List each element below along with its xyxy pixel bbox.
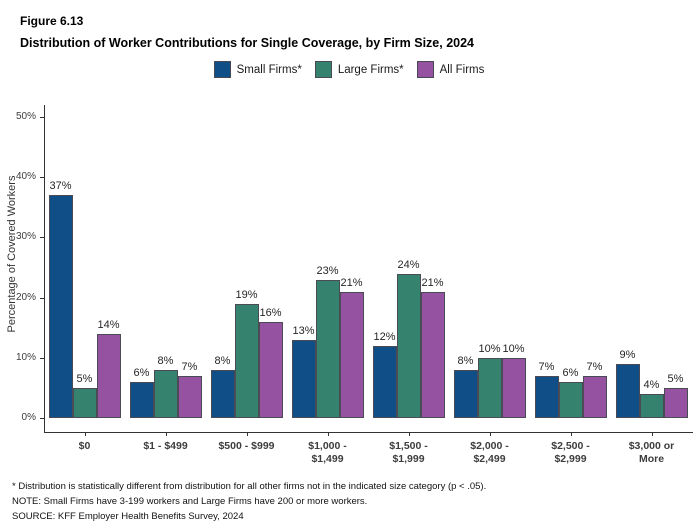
bar-value-label: 12% <box>373 330 396 343</box>
bar-value-label: 10% <box>502 342 525 355</box>
y-axis-tick <box>40 297 44 299</box>
bar-large-firms-1-499 <box>153 369 178 418</box>
figure-title: Distribution of Worker Contributions for… <box>20 36 475 50</box>
y-axis-tick <box>40 357 44 359</box>
y-axis-tick-label: 10% <box>15 351 36 363</box>
legend-label: Small Firms* <box>236 63 302 76</box>
x-axis-label-1-500-1-999: $1,500 - $1,999 <box>389 440 428 465</box>
x-axis-label-2-500-2-999: $2,500 - $2,999 <box>551 440 590 465</box>
bar-value-label: 23% <box>316 264 339 277</box>
x-axis-tick <box>489 432 491 436</box>
figure-number: Figure 6.13 <box>20 14 84 28</box>
bar-all-firms-1-000-1-499 <box>339 291 364 418</box>
x-axis-tick <box>408 432 410 436</box>
footnote-line: * Distribution is statistically differen… <box>12 481 487 492</box>
footnote-line: SOURCE: KFF Employer Health Benefits Sur… <box>12 511 244 522</box>
bar-value-label: 6% <box>133 366 150 379</box>
legend-item-all-firms: All Firms <box>416 61 485 78</box>
x-axis-tick <box>651 432 653 436</box>
y-axis-tick <box>40 177 44 179</box>
y-axis-tick <box>40 418 44 419</box>
bar-large-firms-2-000-2-499 <box>477 357 502 418</box>
bar-small-firms-1-500-1-999 <box>372 345 397 418</box>
bar-all-firms-1-500-1-999 <box>420 291 445 418</box>
bar-value-label: 8% <box>457 354 474 367</box>
x-axis-line <box>44 432 693 433</box>
x-axis-tick <box>165 432 167 436</box>
bar-large-firms-0 <box>72 387 97 418</box>
x-axis-label-0: $0 <box>78 440 91 452</box>
y-axis-tick-label: 40% <box>15 171 36 183</box>
bar-all-firms-1-499 <box>177 375 202 418</box>
bar-large-firms-2-500-2-999 <box>558 381 583 418</box>
bar-all-firms-500-999 <box>258 321 283 418</box>
bar-value-label: 24% <box>397 258 420 271</box>
bar-value-label: 13% <box>292 324 315 337</box>
bar-value-label: 19% <box>235 288 258 301</box>
bar-value-label: 7% <box>586 360 603 373</box>
bar-small-firms-0 <box>48 195 73 418</box>
bar-large-firms-3-000-or-more <box>639 393 664 418</box>
x-axis-label-1-499: $1 - $499 <box>143 440 188 452</box>
bar-value-label: 4% <box>643 378 660 391</box>
y-axis-tick <box>40 117 44 119</box>
legend-label: All Firms <box>439 63 485 76</box>
x-axis-label-3-000-or-more: $3,000 or More <box>628 440 675 465</box>
bar-value-label: 9% <box>619 348 636 361</box>
bar-value-label: 14% <box>97 318 120 331</box>
bar-value-label: 7% <box>181 360 198 373</box>
bar-value-label: 5% <box>76 372 93 385</box>
bar-small-firms-1-000-1-499 <box>291 339 316 418</box>
bar-value-label: 8% <box>214 354 231 367</box>
bar-all-firms-2-000-2-499 <box>501 357 526 418</box>
bar-small-firms-1-499 <box>129 381 154 418</box>
bar-value-label: 21% <box>421 276 444 289</box>
y-axis-line <box>44 105 45 432</box>
bar-value-label: 37% <box>49 180 72 193</box>
bar-value-label: 10% <box>478 342 501 355</box>
x-axis-label-500-999: $500 - $999 <box>218 440 275 452</box>
bar-small-firms-2-500-2-999 <box>534 375 559 418</box>
y-axis-tick-label: 0% <box>21 412 36 423</box>
footnote-line: NOTE: Small Firms have 3-199 workers and… <box>12 496 368 507</box>
bar-large-firms-1-500-1-999 <box>396 273 421 418</box>
y-axis-tick-label: 30% <box>15 231 36 243</box>
footnotes: * Distribution is statistically differen… <box>12 479 692 524</box>
y-axis-tick <box>40 237 44 239</box>
legend-swatch-large-firms <box>314 61 332 78</box>
x-axis-tick <box>246 432 248 436</box>
bar-value-label: 16% <box>259 306 282 319</box>
bar-value-label: 21% <box>340 276 363 289</box>
bar-value-label: 5% <box>667 372 684 385</box>
legend-swatch-small-firms <box>213 61 231 78</box>
bar-all-firms-0 <box>96 333 121 418</box>
y-axis-tick-label: 20% <box>15 291 36 303</box>
bar-all-firms-2-500-2-999 <box>582 375 607 418</box>
bar-small-firms-500-999 <box>210 369 235 418</box>
bar-value-label: 7% <box>538 360 555 373</box>
bar-value-label: 8% <box>157 354 174 367</box>
x-axis-label-2-000-2-499: $2,000 - $2,499 <box>470 440 509 465</box>
bar-large-firms-1-000-1-499 <box>315 279 340 418</box>
bar-large-firms-500-999 <box>234 303 259 418</box>
bar-all-firms-3-000-or-more <box>663 387 688 418</box>
legend-item-small-firms: Small Firms* <box>213 61 302 78</box>
legend-item-large-firms: Large Firms* <box>314 61 404 78</box>
chart-legend: Small Firms* Large Firms* All Firms <box>0 61 698 78</box>
y-axis-tick-label: 50% <box>15 111 36 123</box>
y-axis-title: Percentage of Covered Workers <box>6 175 18 333</box>
x-axis-label-1-000-1-499: $1,000 - $1,499 <box>308 440 347 465</box>
bar-value-label: 6% <box>562 366 579 379</box>
bar-small-firms-2-000-2-499 <box>453 369 478 418</box>
legend-label: Large Firms* <box>337 63 404 76</box>
x-axis-tick <box>84 432 86 436</box>
legend-swatch-all-firms <box>416 61 434 78</box>
x-axis-tick <box>570 432 572 436</box>
bar-small-firms-3-000-or-more <box>615 363 640 418</box>
x-axis-tick <box>327 432 329 436</box>
